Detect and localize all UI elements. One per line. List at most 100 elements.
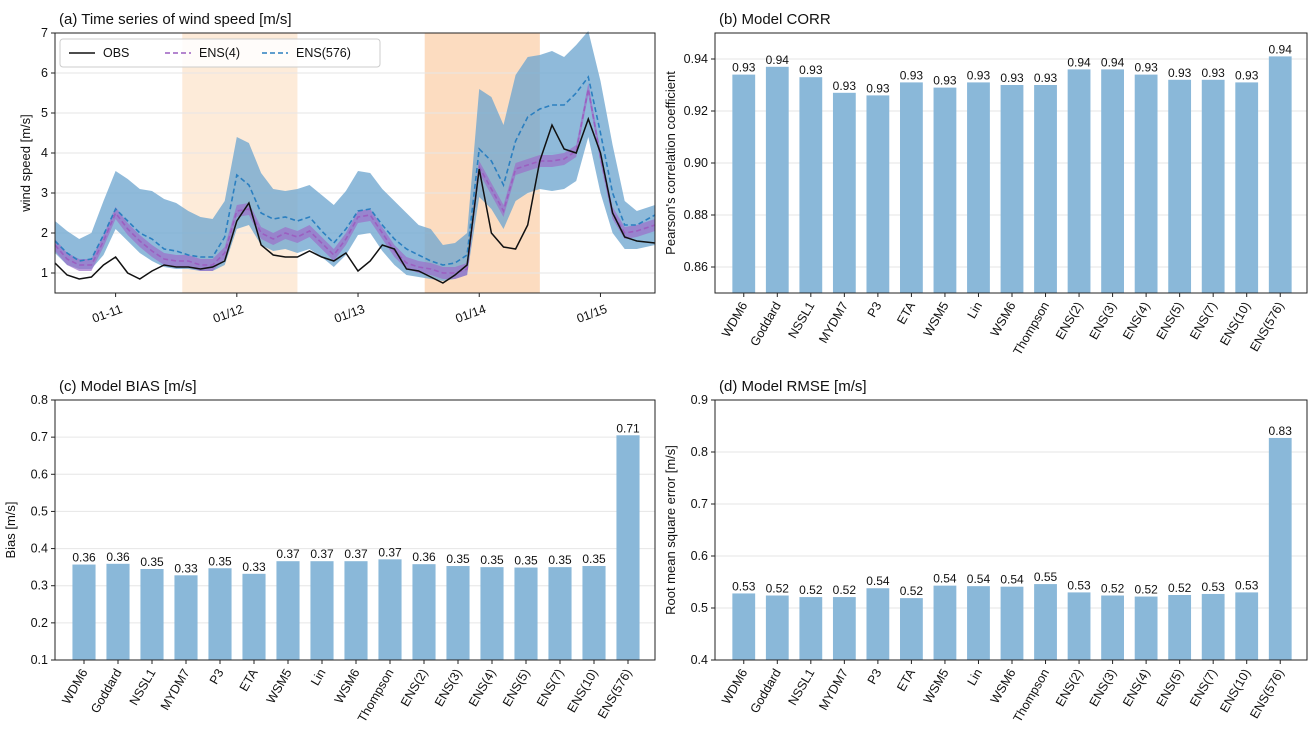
x-tick-label: ENS(3) bbox=[1087, 667, 1120, 709]
y-tick-label: 0.7 bbox=[31, 430, 48, 444]
bar bbox=[732, 593, 756, 660]
y-axis-label: wind speed [m/s] bbox=[18, 114, 33, 213]
bar bbox=[933, 585, 957, 660]
x-tick-label: ETA bbox=[237, 666, 261, 694]
x-tick-label: ENS(2) bbox=[398, 667, 431, 709]
bar bbox=[1000, 586, 1024, 660]
bar bbox=[866, 95, 890, 294]
x-tick-label: ENS(4) bbox=[1120, 300, 1153, 342]
ensemble-spread-band bbox=[55, 31, 655, 281]
bar-data-label: 0.35 bbox=[582, 552, 606, 566]
bar bbox=[1235, 592, 1259, 660]
x-tick-label: ENS(7) bbox=[534, 667, 567, 709]
bar-data-label: 0.35 bbox=[548, 553, 572, 567]
x-tick-label: ENS(5) bbox=[1154, 300, 1187, 342]
bar bbox=[967, 586, 990, 660]
bar bbox=[344, 561, 368, 660]
x-tick-label: Goddard bbox=[747, 299, 783, 348]
x-tick-label: WSM6 bbox=[988, 666, 1019, 706]
x-tick-label: ENS(5) bbox=[1154, 667, 1187, 709]
bar bbox=[1268, 56, 1292, 294]
y-tick-label: 0.4 bbox=[691, 653, 708, 667]
y-axis-label: Pearson's correlation coefficient bbox=[663, 71, 678, 255]
bar bbox=[616, 435, 640, 660]
bar-data-label: 0.37 bbox=[310, 547, 334, 561]
bar bbox=[446, 566, 470, 660]
x-tick-label: 01-11 bbox=[90, 302, 124, 326]
bar bbox=[1134, 74, 1158, 293]
x-tick-label: ENS(4) bbox=[466, 667, 499, 709]
y-tick-label: 0.6 bbox=[691, 549, 708, 563]
bar-data-label: 0.52 bbox=[766, 582, 790, 596]
bar-data-label: 0.93 bbox=[1201, 66, 1225, 80]
bar bbox=[582, 566, 606, 660]
x-tick-label: MYDM7 bbox=[816, 299, 851, 345]
legend-frame bbox=[59, 38, 381, 68]
bar-data-label: 0.93 bbox=[833, 79, 857, 93]
bar-data-label: 0.36 bbox=[106, 550, 130, 564]
legend-label: OBS bbox=[103, 46, 129, 60]
bar-data-label: 0.35 bbox=[140, 555, 164, 569]
x-tick-label: ENS(3) bbox=[1087, 300, 1120, 342]
panel-c: 0.1 0.2 0.3 0.4 0.5 0.6 0.7 0.8 0.36 WDM6 0.36 Godd… bbox=[3, 378, 656, 725]
bar-data-label: 0.94 bbox=[1101, 55, 1125, 69]
x-tick-label: WSM6 bbox=[332, 666, 363, 706]
bar bbox=[378, 559, 402, 660]
bar-data-label: 0.93 bbox=[1235, 68, 1259, 82]
x-tick-label: P3 bbox=[865, 299, 885, 319]
bar bbox=[174, 575, 198, 660]
x-tick-label: ETA bbox=[894, 666, 918, 694]
bar bbox=[832, 597, 856, 660]
bar-data-label: 0.53 bbox=[1201, 580, 1225, 594]
y-axis-label: Root mean square error [m/s] bbox=[663, 445, 678, 615]
y-tick-label: 0.5 bbox=[691, 601, 708, 615]
bar-data-label: 0.93 bbox=[933, 74, 957, 88]
y-tick-label: 0.90 bbox=[684, 156, 708, 170]
x-tick-label: ENS(576) bbox=[1247, 667, 1287, 722]
bar bbox=[1101, 69, 1124, 294]
x-tick-label: NSSL1 bbox=[785, 299, 817, 340]
x-tick-label: WDM6 bbox=[719, 666, 750, 706]
legend-label: ENS(4) bbox=[199, 46, 240, 60]
bar bbox=[242, 573, 266, 660]
x-tick-label: Lin bbox=[965, 299, 985, 320]
x-tick-label: ENS(10) bbox=[1217, 667, 1253, 716]
bar-data-label: 0.94 bbox=[1067, 55, 1091, 69]
y-tick-label: 2 bbox=[41, 226, 48, 240]
bar bbox=[933, 87, 957, 293]
bar-data-label: 0.52 bbox=[833, 583, 857, 597]
bar-data-label: 0.94 bbox=[1269, 42, 1293, 56]
bar bbox=[1168, 79, 1192, 293]
x-tick-label: WSM5 bbox=[264, 666, 295, 706]
panel-title: (a) Time series of wind speed [m/s] bbox=[59, 11, 292, 28]
bar bbox=[1067, 69, 1091, 294]
panel-title: (c) Model BIAS [m/s] bbox=[59, 378, 197, 395]
bar bbox=[412, 564, 436, 660]
bar-data-label: 0.52 bbox=[1134, 583, 1158, 597]
bar-data-label: 0.54 bbox=[967, 572, 991, 586]
bar-data-label: 0.36 bbox=[72, 551, 96, 565]
x-tick-label: ENS(2) bbox=[1053, 300, 1086, 342]
x-tick-label: Lin bbox=[965, 666, 985, 687]
bar-data-label: 0.93 bbox=[799, 63, 823, 77]
y-tick-label: 0.8 bbox=[31, 393, 48, 407]
panel-b: 0.86 0.88 0.90 0.92 0.94 0.93 WDM6 0.94 Goddard 0… bbox=[663, 11, 1308, 358]
y-tick-label: 6 bbox=[41, 66, 48, 80]
x-tick-label: MYDM7 bbox=[816, 666, 851, 712]
bar bbox=[1067, 592, 1091, 660]
bar bbox=[1168, 595, 1192, 660]
x-tick-label: WSM5 bbox=[921, 299, 952, 339]
bar-data-label: 0.53 bbox=[1235, 578, 1259, 592]
bar-data-label: 0.35 bbox=[446, 552, 470, 566]
bar bbox=[765, 595, 789, 660]
x-tick-label: ENS(7) bbox=[1187, 300, 1220, 342]
plot-frame bbox=[54, 399, 656, 661]
y-tick-label: 0.86 bbox=[684, 260, 708, 274]
bar-data-label: 0.35 bbox=[514, 554, 538, 568]
bar bbox=[1134, 596, 1158, 660]
x-tick-label: 01/15 bbox=[575, 302, 609, 326]
x-tick-label: ENS(2) bbox=[1053, 667, 1086, 709]
bar bbox=[140, 569, 164, 660]
bar-data-label: 0.71 bbox=[616, 421, 640, 435]
bar bbox=[208, 568, 232, 660]
